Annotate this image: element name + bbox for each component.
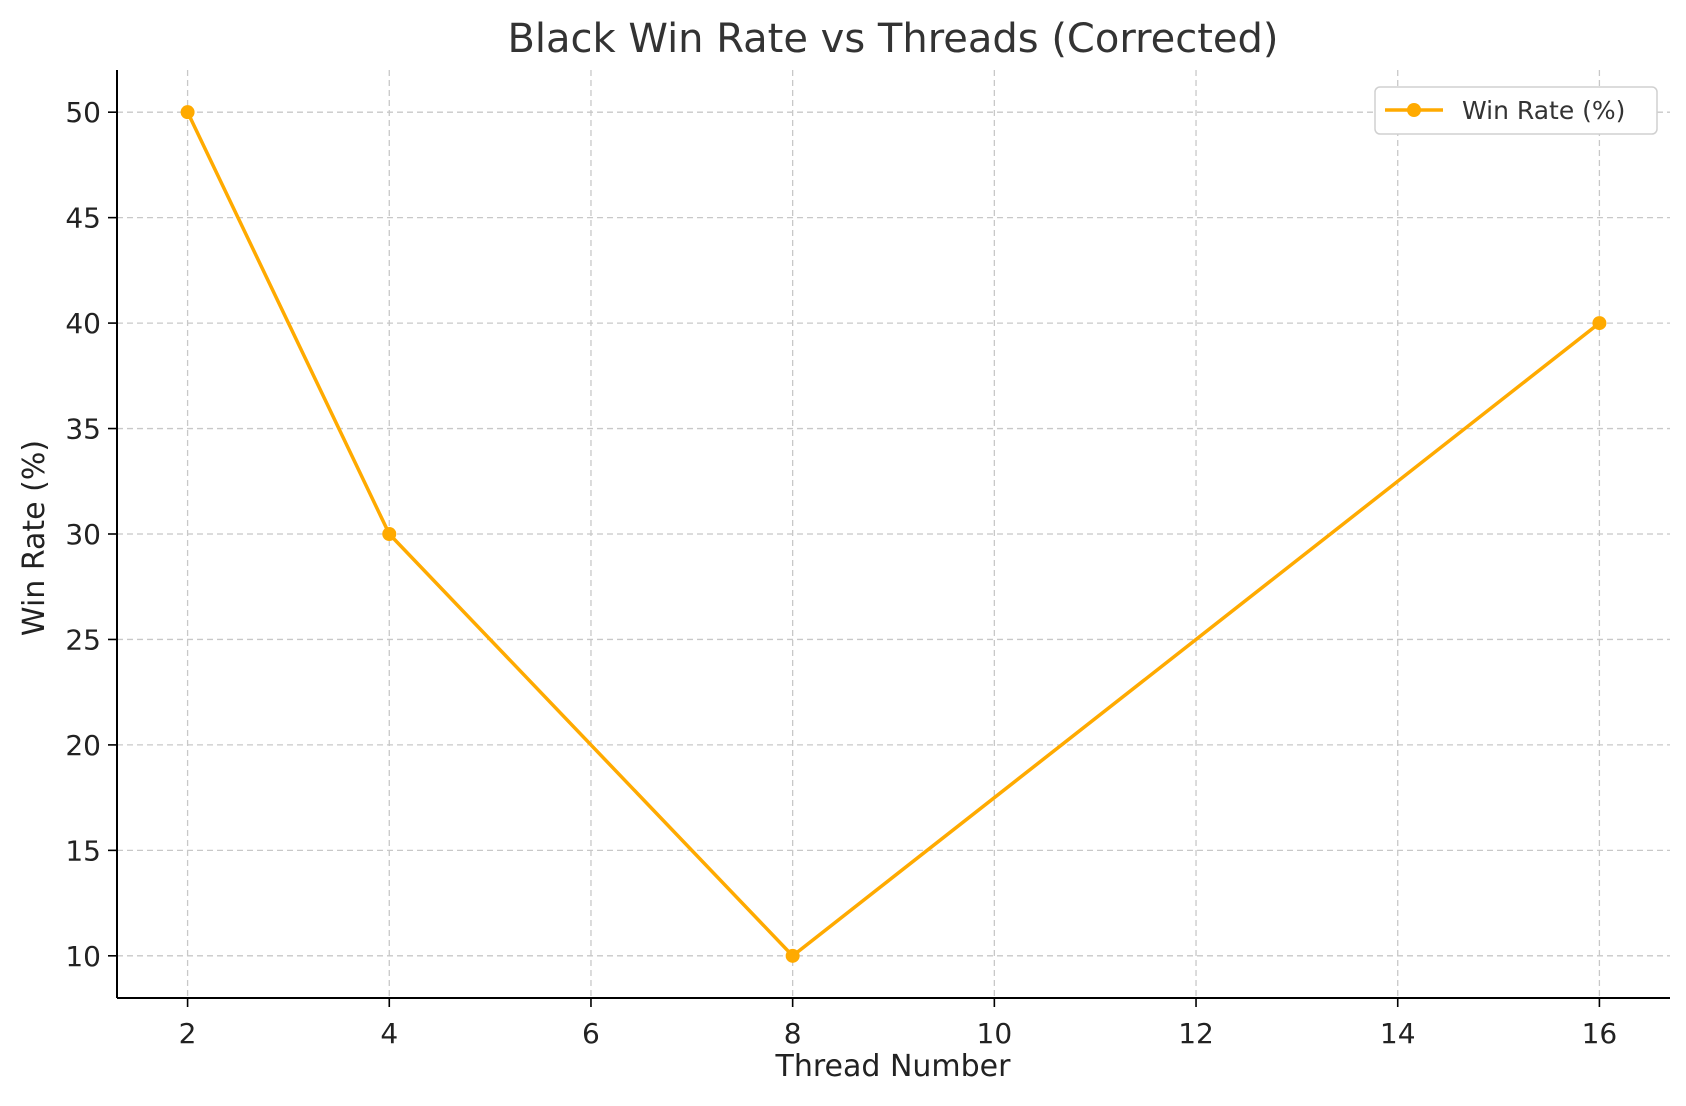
data-point-marker <box>1592 316 1607 331</box>
x-tick-label: 10 <box>977 1017 1013 1050</box>
y-tick-label: 10 <box>65 940 101 973</box>
y-tick-label: 30 <box>65 518 101 551</box>
series-line <box>186 111 1601 958</box>
y-tick-label: 45 <box>65 202 101 235</box>
y-tick-label: 25 <box>65 623 101 656</box>
legend: Win Rate (%) <box>1374 86 1658 135</box>
legend-box <box>1374 86 1658 135</box>
data-point-marker <box>180 105 195 120</box>
data-point-marker <box>785 948 800 963</box>
x-axis-ticks: 2 4 6 8 10 12 14 16 <box>179 998 1618 1050</box>
x-tick-label: 16 <box>1582 1017 1618 1050</box>
y-tick-label: 35 <box>65 413 101 446</box>
y-tick-label: 50 <box>65 96 101 129</box>
y-axis-ticks: 10 15 20 25 30 35 40 45 50 <box>65 96 117 973</box>
x-tick-label: 12 <box>1178 1017 1214 1050</box>
x-axis-label: Thread Number <box>775 1049 1012 1084</box>
legend-marker-swatch <box>1407 103 1421 117</box>
series-layer <box>180 105 1607 963</box>
y-tick-label: 40 <box>65 307 101 340</box>
x-tick-label: 8 <box>784 1017 802 1050</box>
x-tick-label: 2 <box>179 1017 197 1050</box>
y-axis-label: Win Rate (%) <box>17 440 52 636</box>
y-tick-label: 20 <box>65 729 101 762</box>
data-point-marker <box>382 527 397 541</box>
x-tick-label: 4 <box>380 1017 398 1050</box>
chart-title: Black Win Rate vs Threads (Corrected) <box>507 16 1278 62</box>
x-tick-label: 14 <box>1380 1017 1416 1050</box>
x-tick-label: 6 <box>582 1017 600 1050</box>
y-tick-label: 15 <box>65 834 101 867</box>
legend-label: Win Rate (%) <box>1462 96 1625 125</box>
